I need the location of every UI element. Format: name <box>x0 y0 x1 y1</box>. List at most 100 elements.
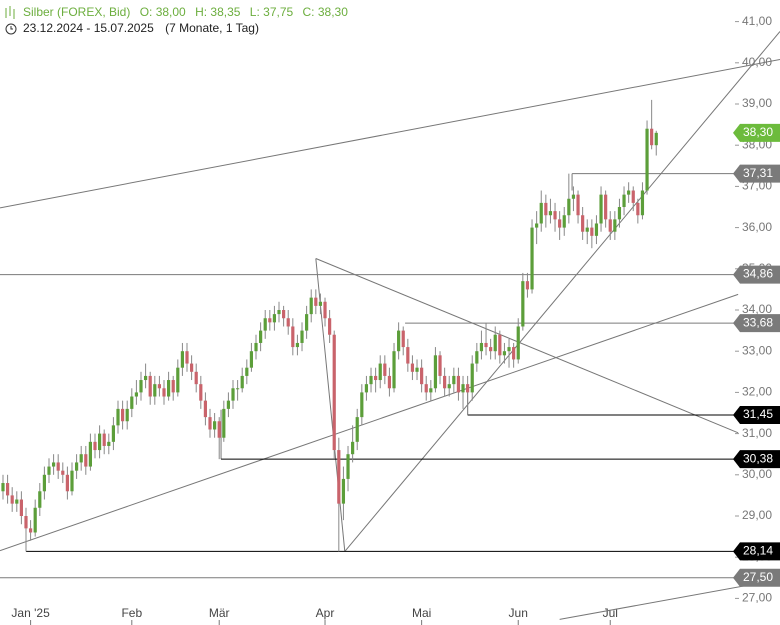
candle-body <box>15 499 19 504</box>
x-tick-label: Feb <box>121 606 142 620</box>
candle-body <box>433 355 438 389</box>
y-tick-label: 41,00 <box>742 14 772 28</box>
price-tag-label: 30,38 <box>743 451 773 465</box>
date-range: 23.12.2024 - 15.07.2025 <box>23 21 154 35</box>
price-tag <box>733 265 780 284</box>
clock-hands <box>10 26 13 30</box>
trend-line <box>0 293 739 552</box>
candle-body <box>277 310 281 315</box>
y-tick-label: 36,00 <box>742 220 772 234</box>
y-tick-label: 30,00 <box>742 467 772 481</box>
candle-body <box>194 371 198 385</box>
price-tag-label: 33,68 <box>743 315 773 329</box>
candle-body <box>636 202 640 216</box>
candle-body <box>226 400 231 409</box>
candle-body <box>355 417 359 442</box>
candle-body <box>576 194 580 216</box>
candle-body <box>208 417 212 430</box>
candle-body <box>387 375 392 389</box>
candle-body <box>452 375 456 385</box>
candle-body <box>438 355 442 376</box>
candle-body <box>38 491 42 508</box>
candle-body <box>548 211 553 216</box>
candle-body <box>222 408 226 438</box>
candle-body <box>341 478 346 504</box>
price-tag <box>733 123 780 142</box>
candle-body <box>420 367 424 385</box>
candle-body <box>65 474 69 492</box>
candle-body <box>567 198 571 216</box>
candle-body <box>466 384 470 393</box>
candle-body <box>88 441 92 467</box>
quote-open: O: 38,00 <box>140 5 186 19</box>
candle-body <box>56 462 60 471</box>
candle-body <box>24 516 28 529</box>
quote-close: C: 38,30 <box>303 5 349 19</box>
x-tick-label: Jun <box>509 606 528 620</box>
candle-body <box>383 363 387 376</box>
candle-body <box>97 433 102 451</box>
candle-body <box>51 462 56 467</box>
candle-body <box>148 375 152 397</box>
candle-body <box>295 342 300 348</box>
candle-body <box>144 375 148 381</box>
candle-body <box>42 474 46 492</box>
candle-body <box>424 384 428 393</box>
candle-body <box>291 326 295 348</box>
candle-body <box>627 190 631 195</box>
quote-low: L: 37,75 <box>250 5 294 19</box>
candle-body <box>190 363 194 372</box>
candle-body <box>346 454 350 479</box>
candle-body <box>240 375 244 389</box>
candle-body <box>116 408 120 426</box>
candle-body <box>102 433 106 446</box>
candle-body <box>162 388 166 397</box>
header-quote: Silber (FOREX, Bid) O: 38,00 H: 38,35 L:… <box>23 5 348 19</box>
candle-body <box>259 330 263 343</box>
candle-body <box>392 351 396 389</box>
candle-body <box>415 367 419 372</box>
y-tick-label: 32,00 <box>742 385 772 399</box>
candle-body <box>74 462 79 471</box>
candle-body <box>654 132 658 146</box>
candle-body <box>130 396 134 409</box>
price-tag <box>733 406 780 425</box>
candle-body <box>93 441 97 451</box>
candle-body <box>231 388 235 401</box>
trend-line <box>344 31 780 552</box>
candle-body <box>461 384 465 393</box>
candle-body <box>286 318 290 327</box>
candle-body <box>268 318 272 323</box>
candle-body <box>645 128 649 191</box>
price-tag <box>733 568 780 587</box>
candle-body <box>328 318 332 335</box>
candle-body <box>33 507 37 533</box>
candle-body <box>479 342 484 352</box>
candle-body <box>323 301 327 319</box>
candle-body <box>61 470 65 475</box>
candle-body <box>553 211 557 220</box>
candle-body <box>180 351 185 368</box>
price-tag <box>733 450 780 469</box>
candle-body <box>594 223 599 236</box>
x-tick-label: Mär <box>209 606 230 620</box>
candle-body <box>456 375 461 393</box>
candle-body <box>282 310 286 319</box>
candle-body <box>489 347 493 352</box>
candle-body <box>28 528 33 533</box>
candle-body <box>157 384 162 389</box>
candle-body <box>512 347 516 360</box>
x-tick-label: Jul <box>603 606 618 620</box>
candle-body <box>608 219 612 232</box>
candle-body <box>79 454 83 463</box>
candle-body <box>571 194 576 199</box>
candle-body <box>525 281 530 290</box>
header-range: 23.12.2024 - 15.07.2025 (7 Monate, 1 Tag… <box>23 21 259 35</box>
candle-body <box>410 363 415 372</box>
candle-body <box>47 466 51 475</box>
candle-body <box>5 483 10 496</box>
trend-line <box>315 258 739 434</box>
candle-body <box>374 375 378 381</box>
candle-body <box>502 351 507 356</box>
candle-body <box>429 388 433 393</box>
